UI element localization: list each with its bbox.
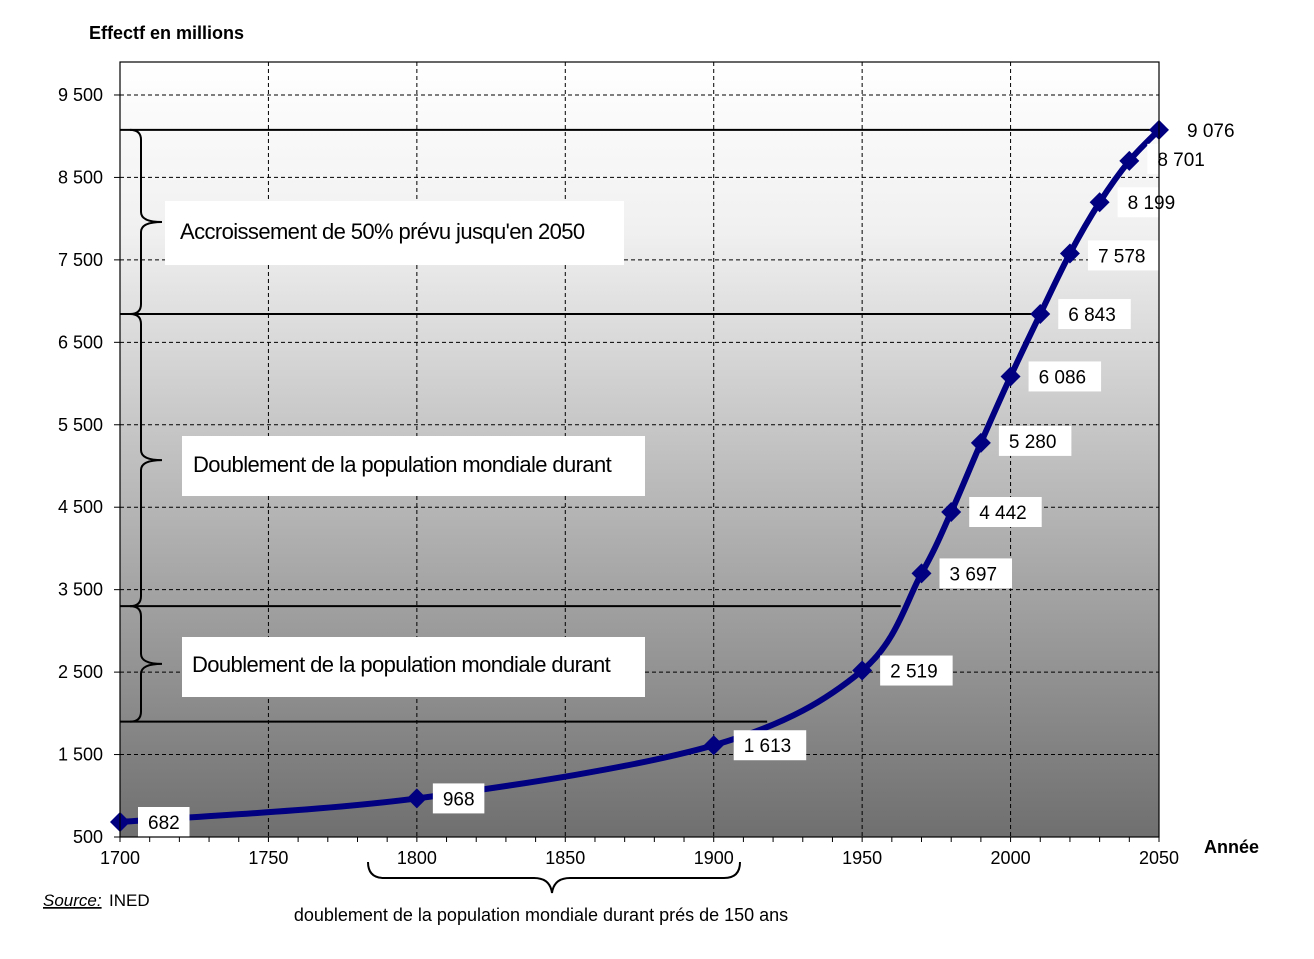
x-tick-label: 2050 xyxy=(1139,848,1179,868)
data-label: 6 843 xyxy=(1068,305,1116,326)
data-label-box xyxy=(1087,240,1161,271)
data-label-box xyxy=(1028,361,1102,392)
data-label-box xyxy=(969,496,1042,527)
annotation-doubling-earlier: Doublement de la population mondiale dur… xyxy=(192,652,611,677)
data-label: 2 519 xyxy=(890,662,938,683)
population-series xyxy=(110,119,1169,832)
annotation-brace xyxy=(129,128,163,316)
data-label-box xyxy=(138,806,190,837)
y-axis-title: Effectf en millions xyxy=(89,23,244,43)
x-tick-label: 1700 xyxy=(100,848,140,868)
data-point-marker xyxy=(852,660,873,681)
bottom-brace xyxy=(367,861,741,894)
data-label: 8 701 xyxy=(1157,150,1205,171)
y-tick-label: 8 500 xyxy=(58,167,103,187)
data-label: 4 442 xyxy=(979,503,1027,524)
data-labels: 682 968 1 613 2 519 3 697 4 442 5 280 6 086 6 84… xyxy=(138,121,1235,837)
x-tick-label: 1900 xyxy=(694,848,734,868)
annotation-growth: Accroissement de 50% prévu jusqu'en 2050 xyxy=(180,219,585,244)
data-label-box xyxy=(1058,299,1131,330)
x-tick-label: 1950 xyxy=(842,848,882,868)
data-label-box xyxy=(1117,187,1191,218)
series-line xyxy=(119,127,1162,825)
data-label: 7 578 xyxy=(1098,246,1146,267)
data-point-marker xyxy=(911,563,932,584)
data-point-marker xyxy=(1030,304,1051,325)
annotation-doubling-recent: Doublement de la population mondiale dur… xyxy=(193,452,612,477)
data-label: 8 199 xyxy=(1128,193,1176,214)
data-label-box xyxy=(880,655,953,686)
y-tick-label: 6 500 xyxy=(58,332,103,352)
annotation-brace xyxy=(129,313,163,608)
y-tick-label: 9 500 xyxy=(58,85,103,105)
annotation-brace xyxy=(129,605,163,723)
y-tick-label: 7 500 xyxy=(58,250,103,270)
source-label: Source: xyxy=(43,891,102,910)
y-tick-label: 2 500 xyxy=(58,662,103,682)
data-label: 9 076 xyxy=(1187,121,1235,142)
data-point-marker xyxy=(1089,192,1110,213)
annotation-boxes: Accroissement de 50% prévu jusqu'en 2050… xyxy=(165,201,645,697)
x-tick-label: 1850 xyxy=(545,848,585,868)
data-point-marker xyxy=(1119,150,1140,171)
x-tick-label: 1800 xyxy=(397,848,437,868)
data-point-marker xyxy=(941,501,962,522)
bottom-annotation: doublement de la population mondiale dur… xyxy=(294,905,788,925)
data-point-marker xyxy=(406,788,427,809)
reference-lines xyxy=(120,128,1159,723)
data-point-marker xyxy=(703,735,724,756)
axis-ticks: 1700 1750 1800 1850 1900 1950 2000 2050 500 1 500… xyxy=(58,85,1179,868)
data-label: 5 280 xyxy=(1009,432,1057,453)
annotation-box-growth xyxy=(165,201,624,265)
data-point-marker xyxy=(1059,243,1080,264)
y-tick-label: 4 500 xyxy=(58,497,103,517)
source-value: INED xyxy=(109,891,150,910)
y-tick-label: 1 500 xyxy=(58,745,103,765)
data-label-box xyxy=(432,783,485,814)
y-tick-label: 500 xyxy=(73,827,103,847)
data-point-marker xyxy=(970,432,991,453)
data-label: 6 086 xyxy=(1039,367,1087,388)
data-label-box xyxy=(939,558,1013,589)
data-label: 1 613 xyxy=(744,736,792,757)
data-label: 968 xyxy=(443,789,475,810)
x-axis-title: Année xyxy=(1204,837,1259,857)
y-tick-label: 5 500 xyxy=(58,415,103,435)
annotation-braces xyxy=(129,128,163,723)
annotation-box-doubling-recent xyxy=(182,436,645,496)
x-tick-label: 1750 xyxy=(248,848,288,868)
plot-border xyxy=(119,61,1160,838)
data-label: 682 xyxy=(148,813,180,834)
data-label-box xyxy=(998,425,1072,456)
annotation-box-doubling-earlier xyxy=(182,637,645,697)
data-label: 3 697 xyxy=(950,564,998,585)
y-tick-label: 3 500 xyxy=(58,580,103,600)
data-point-marker xyxy=(1000,366,1021,387)
data-label-box xyxy=(733,730,807,761)
x-tick-label: 2000 xyxy=(991,848,1031,868)
